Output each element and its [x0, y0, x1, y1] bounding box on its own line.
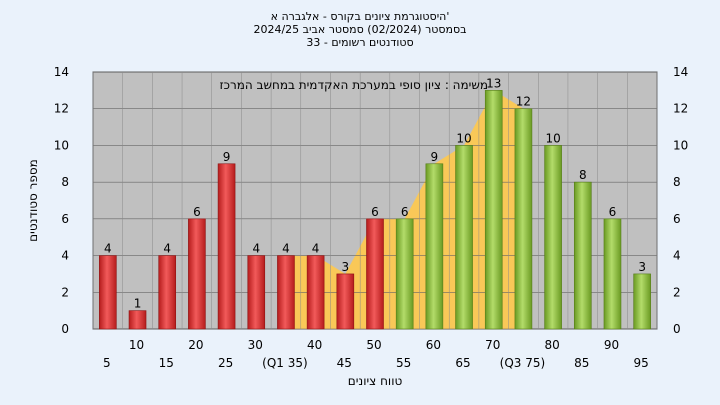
bar	[633, 273, 651, 330]
bar	[455, 145, 473, 330]
bar	[603, 218, 622, 330]
x-tick-label: 30	[248, 338, 263, 352]
x-axis-label: טווח ציונים	[348, 374, 403, 388]
y-tick-right: 0	[673, 322, 681, 336]
x-tick-label: 45	[337, 356, 352, 370]
bar	[573, 181, 592, 330]
bar	[306, 255, 325, 330]
bar	[336, 273, 355, 330]
y-tick-left: 12	[54, 102, 69, 116]
bar-value-label: 4	[163, 242, 171, 256]
x-tick-label: 85	[574, 356, 589, 370]
x-tick-label: 90	[604, 338, 619, 352]
chart-subtitle-students: סטודנטים רשומים - 33	[306, 36, 414, 49]
value-labels: 4 1 4 6 9 4 4 4 3 6 6 9 10 13 12 10 8 6 3	[104, 76, 646, 310]
bar	[514, 108, 533, 330]
bar	[277, 255, 295, 330]
x-tick-label: 25	[218, 356, 233, 370]
x-tick-label: 50	[366, 338, 381, 352]
x-tick-label: 5	[103, 356, 111, 370]
y-tick-right: 10	[673, 138, 688, 152]
y-tick-left: 14	[54, 65, 69, 79]
y-tick-right: 2	[673, 285, 681, 299]
bar-value-label: 10	[456, 131, 471, 145]
bar-value-label: 3	[341, 260, 349, 274]
bar-value-label: 6	[401, 205, 409, 219]
bar-value-label: 4	[104, 242, 112, 256]
bar	[99, 255, 117, 330]
y-tick-left: 6	[61, 212, 69, 226]
bar-value-label: 8	[579, 168, 587, 182]
y-tick-left: 8	[61, 175, 69, 189]
bar	[128, 310, 147, 330]
x-tick-label: 65	[455, 356, 470, 370]
y-tick-right: 6	[673, 212, 681, 226]
bar	[366, 218, 384, 330]
bar	[425, 163, 444, 330]
bar-value-label: 1	[134, 297, 142, 311]
x-tick-label: 70	[485, 338, 500, 352]
bar	[544, 145, 562, 330]
x-tick-labels: 5 10 15 20 25 30 (Q1 35) 40 45 50 55 60 65 70(Q3 75) 8…	[103, 338, 649, 370]
bar-value-label: 4	[312, 242, 320, 256]
bar	[188, 218, 206, 330]
y-tick-right: 8	[673, 175, 681, 189]
x-tick-label: 10	[129, 338, 144, 352]
chart-subtitle: בסמסטר (02/2024) סמסטר אביב 2024/25	[253, 23, 467, 36]
bar-value-label: 10	[545, 131, 560, 145]
y-tick-left: 4	[61, 249, 69, 263]
bar-value-label: 6	[193, 205, 201, 219]
bar-value-label: 6	[371, 205, 379, 219]
chart-annotation: משימה : ציון סופי במערכת האקדמית במחשב ה…	[219, 78, 488, 92]
y-tick-right: 4	[673, 249, 681, 263]
y-tick-left: 10	[54, 138, 69, 152]
bar	[484, 90, 503, 330]
x-tick-label: 20	[188, 338, 203, 352]
bar-value-label: 6	[609, 205, 617, 219]
bar	[395, 218, 414, 330]
bar-value-label: 4	[252, 242, 260, 256]
x-tick-label: 60	[426, 338, 441, 352]
bar	[158, 255, 177, 330]
bar-value-label: 9	[431, 150, 439, 164]
bars	[99, 90, 651, 330]
bar-value-label: 4	[282, 242, 290, 256]
x-tick-label: 55	[396, 356, 411, 370]
bar-value-label: 3	[638, 260, 646, 274]
x-tick-label: 40	[307, 338, 322, 352]
x-tick-label: 15	[159, 356, 174, 370]
bar	[217, 163, 236, 330]
x-tick-label: (Q1 35)	[262, 356, 308, 370]
y-tick-right: 14	[673, 65, 688, 79]
y-tick-right: 12	[673, 102, 688, 116]
y-tick-left: 0	[61, 322, 69, 336]
bar-value-label: 9	[223, 150, 231, 164]
x-tick-label: (Q3 75)	[500, 356, 546, 370]
y-axis-label: מספר סטודנטים	[26, 159, 40, 242]
chart-title: היסטוגרמת ציונים בקורס - אלגברה א'	[270, 10, 450, 23]
bar-value-label: 12	[516, 95, 531, 109]
x-tick-label: 80	[544, 338, 559, 352]
bar	[247, 255, 266, 330]
bar-value-label: 13	[486, 76, 501, 90]
y-tick-left: 2	[61, 285, 69, 299]
x-tick-label: 95	[634, 356, 649, 370]
